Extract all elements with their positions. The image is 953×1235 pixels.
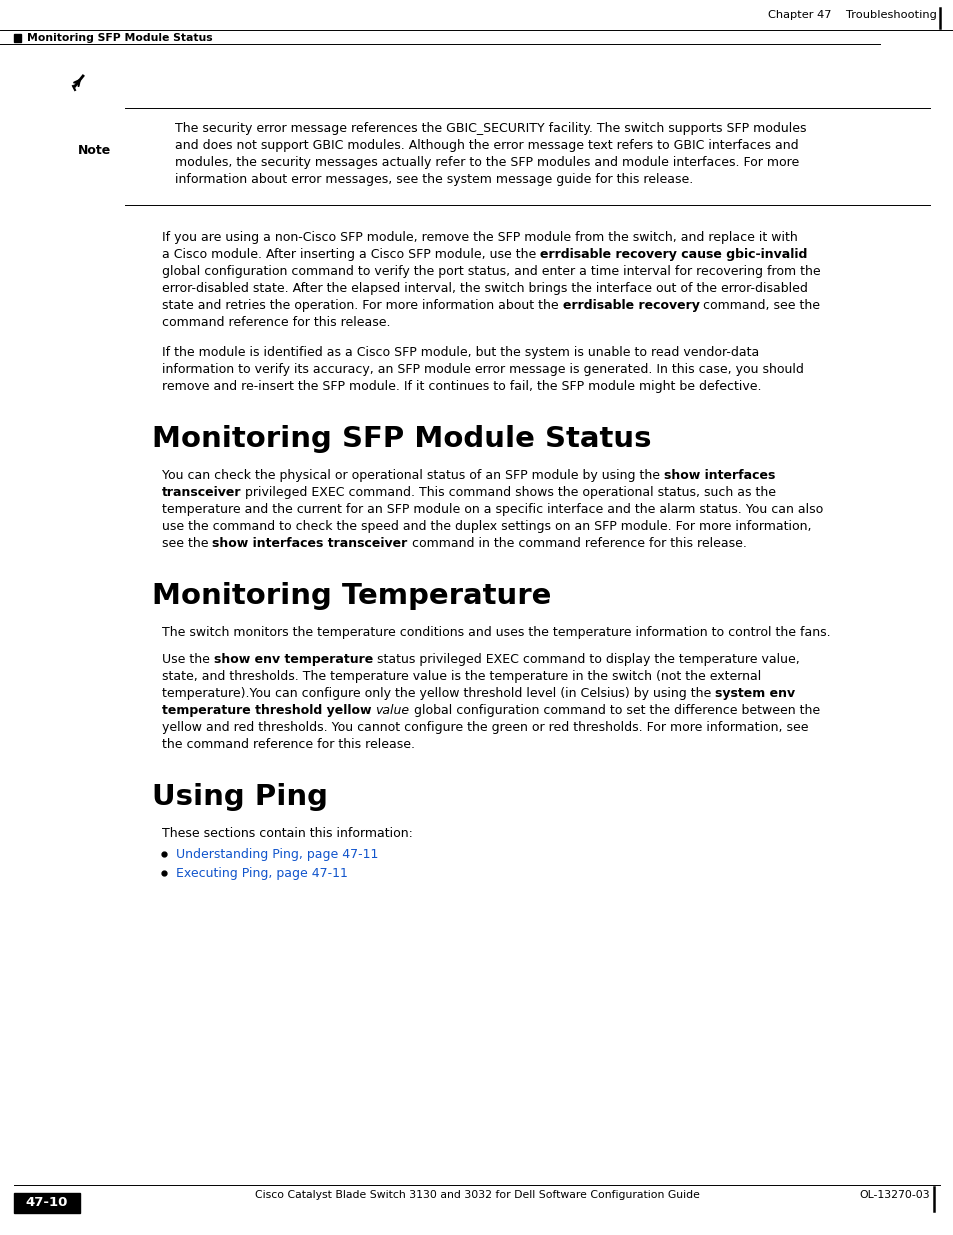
Text: error-disabled state. After the elapsed interval, the switch brings the interfac: error-disabled state. After the elapsed … bbox=[162, 282, 807, 295]
Text: the command reference for this release.: the command reference for this release. bbox=[162, 739, 415, 751]
Text: errdisable recovery cause gbic-invalid: errdisable recovery cause gbic-invalid bbox=[539, 248, 807, 261]
Text: yellow and red thresholds. You cannot configure the green or red thresholds. For: yellow and red thresholds. You cannot co… bbox=[162, 721, 807, 734]
Text: show interfaces transceiver: show interfaces transceiver bbox=[213, 537, 407, 550]
Text: Note: Note bbox=[78, 144, 112, 157]
Text: transceiver: transceiver bbox=[162, 487, 241, 499]
Text: global configuration command to set the difference between the: global configuration command to set the … bbox=[409, 704, 819, 718]
Text: The switch monitors the temperature conditions and uses the temperature informat: The switch monitors the temperature cond… bbox=[162, 626, 830, 638]
Text: system env: system env bbox=[715, 687, 795, 700]
Text: If the module is identified as a Cisco SFP module, but the system is unable to r: If the module is identified as a Cisco S… bbox=[162, 346, 759, 359]
Text: errdisable recovery: errdisable recovery bbox=[562, 299, 699, 312]
Text: modules, the security messages actually refer to the SFP modules and module inte: modules, the security messages actually … bbox=[174, 156, 799, 169]
Text: state and retries the operation. For more information about the: state and retries the operation. For mor… bbox=[162, 299, 562, 312]
Text: information to verify its accuracy, an SFP module error message is generated. In: information to verify its accuracy, an S… bbox=[162, 363, 803, 375]
Text: information about error messages, see the system message guide for this release.: information about error messages, see th… bbox=[174, 173, 693, 186]
Text: and does not support GBIC modules. Although the error message text refers to GBI: and does not support GBIC modules. Altho… bbox=[174, 140, 798, 152]
Text: Monitoring SFP Module Status: Monitoring SFP Module Status bbox=[27, 33, 213, 43]
Text: These sections contain this information:: These sections contain this information: bbox=[162, 827, 413, 840]
Text: temperature threshold yellow: temperature threshold yellow bbox=[162, 704, 371, 718]
Text: use the command to check the speed and the duplex settings on an SFP module. For: use the command to check the speed and t… bbox=[162, 520, 811, 534]
Text: command, see the: command, see the bbox=[699, 299, 820, 312]
Text: Understanding Ping, page 47-11: Understanding Ping, page 47-11 bbox=[175, 848, 378, 861]
Text: command reference for this release.: command reference for this release. bbox=[162, 316, 390, 329]
Text: state, and thresholds. The temperature value is the temperature in the switch (n: state, and thresholds. The temperature v… bbox=[162, 671, 760, 683]
Text: The security error message references the GBIC_SECURITY facility. The switch sup: The security error message references th… bbox=[174, 122, 805, 135]
Text: remove and re-insert the SFP module. If it continues to fail, the SFP module mig: remove and re-insert the SFP module. If … bbox=[162, 380, 760, 393]
Text: If you are using a non-Cisco SFP module, remove the SFP module from the switch, : If you are using a non-Cisco SFP module,… bbox=[162, 231, 797, 245]
Text: Using Ping: Using Ping bbox=[152, 783, 328, 811]
Text: a Cisco module. After inserting a Cisco SFP module, use the: a Cisco module. After inserting a Cisco … bbox=[162, 248, 539, 261]
Text: Monitoring Temperature: Monitoring Temperature bbox=[152, 582, 551, 610]
Text: temperature).You can configure only the yellow threshold level (in Celsius) by u: temperature).You can configure only the … bbox=[162, 687, 715, 700]
Text: show interfaces: show interfaces bbox=[663, 469, 775, 482]
Text: Cisco Catalyst Blade Switch 3130 and 3032 for Dell Software Configuration Guide: Cisco Catalyst Blade Switch 3130 and 303… bbox=[254, 1191, 699, 1200]
Bar bbox=[14, 35, 21, 42]
Text: Monitoring SFP Module Status: Monitoring SFP Module Status bbox=[152, 425, 651, 453]
Text: Chapter 47    Troubleshooting: Chapter 47 Troubleshooting bbox=[767, 10, 936, 20]
Text: temperature and the current for an SFP module on a specific interface and the al: temperature and the current for an SFP m… bbox=[162, 503, 822, 516]
Text: global configuration command to verify the port status, and enter a time interva: global configuration command to verify t… bbox=[162, 266, 820, 278]
Text: show env temperature: show env temperature bbox=[213, 653, 373, 666]
Text: command in the command reference for this release.: command in the command reference for thi… bbox=[407, 537, 746, 550]
Text: 47-10: 47-10 bbox=[26, 1197, 68, 1209]
Text: see the: see the bbox=[162, 537, 213, 550]
Text: value: value bbox=[375, 704, 409, 718]
Text: status privileged EXEC command to display the temperature value,: status privileged EXEC command to displa… bbox=[373, 653, 799, 666]
Bar bbox=[14, 1193, 80, 1213]
Text: privileged EXEC command. This command shows the operational status, such as the: privileged EXEC command. This command sh… bbox=[241, 487, 776, 499]
Text: Use the: Use the bbox=[162, 653, 213, 666]
Text: Executing Ping, page 47-11: Executing Ping, page 47-11 bbox=[175, 867, 348, 881]
Text: You can check the physical or operational status of an SFP module by using the: You can check the physical or operationa… bbox=[162, 469, 663, 482]
Text: OL-13270-03: OL-13270-03 bbox=[859, 1191, 929, 1200]
